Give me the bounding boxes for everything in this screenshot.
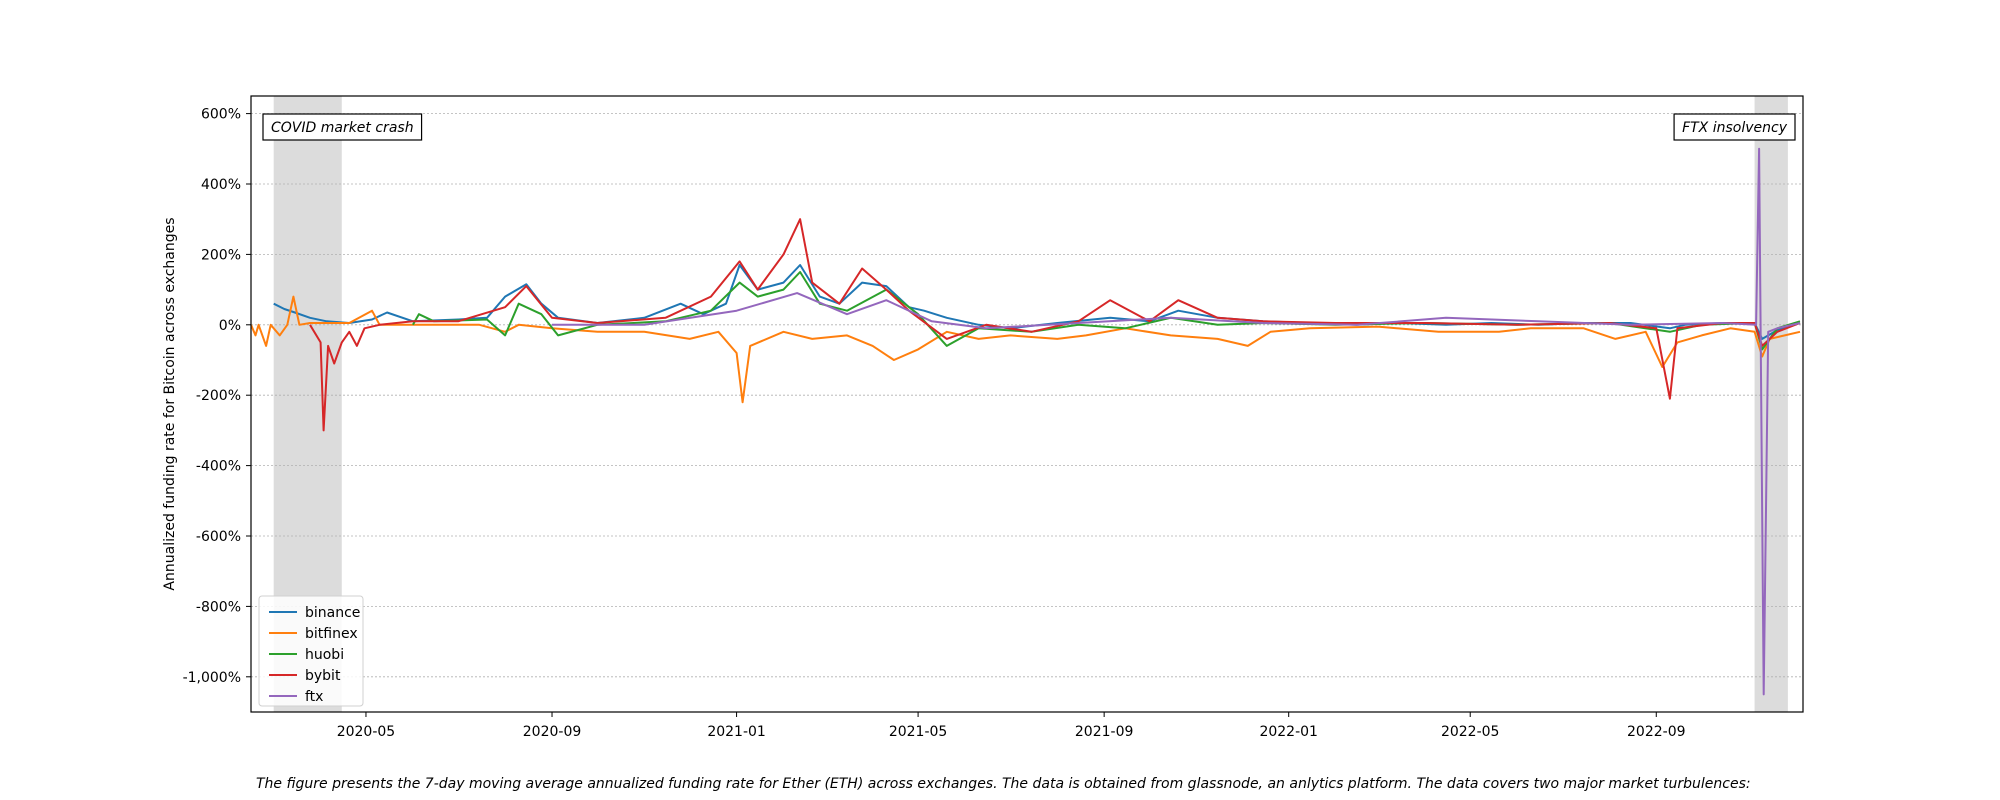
series-line-huobi: [412, 271, 1801, 351]
x-tick-label: 2020-09: [523, 724, 582, 740]
series-line-bitfinex: [251, 295, 1801, 404]
legend-label-bybit: bybit: [305, 668, 341, 684]
annotation-1: FTX insolvency: [1673, 113, 1796, 141]
series-line-ftx: [552, 147, 1801, 696]
legend-label-ftx: ftx: [305, 689, 323, 705]
annotation-label: COVID market crash: [271, 120, 414, 136]
annotation-box: [1673, 113, 1796, 141]
x-tick-label: 2021-01: [707, 724, 766, 740]
legend: binance bitfinex huobi bybit ftx: [258, 595, 364, 707]
annotation-label: FTX insolvency: [1682, 120, 1788, 136]
x-tick-label: 2022-01: [1259, 724, 1318, 740]
x-tick-label: 2022-09: [1627, 724, 1686, 740]
x-tick-label: 2021-09: [1075, 724, 1134, 740]
y-tick-label: -400%: [196, 459, 241, 475]
y-tick-label: -600%: [196, 529, 241, 545]
legend-box: [258, 595, 364, 707]
y-tick-label: -800%: [196, 599, 241, 615]
y-tick-label: 400%: [201, 177, 241, 193]
annotation-box: [262, 113, 423, 141]
x-tick-label: 2020-05: [337, 724, 396, 740]
x-tick-label: 2021-05: [889, 724, 948, 740]
y-tick-label: -1,000%: [183, 670, 241, 686]
plot-frame: [250, 95, 1804, 713]
legend-label-bitfinex: bitfinex: [305, 626, 358, 642]
y-tick-label: 600%: [201, 107, 241, 123]
y-axis-label: Annualized funding rate for Bitcoin acro…: [162, 217, 178, 590]
y-tick-label: -200%: [196, 388, 241, 404]
legend-label-binance: binance: [305, 605, 360, 621]
x-tick-label: 2022-05: [1441, 724, 1500, 740]
y-tick-label: 0%: [219, 318, 241, 334]
annotation-0: COVID market crash: [262, 113, 423, 141]
legend-label-huobi: huobi: [305, 647, 344, 663]
figure-caption: The figure presents the 7-day moving ave…: [256, 776, 1751, 792]
y-tick-label: 200%: [201, 247, 241, 263]
